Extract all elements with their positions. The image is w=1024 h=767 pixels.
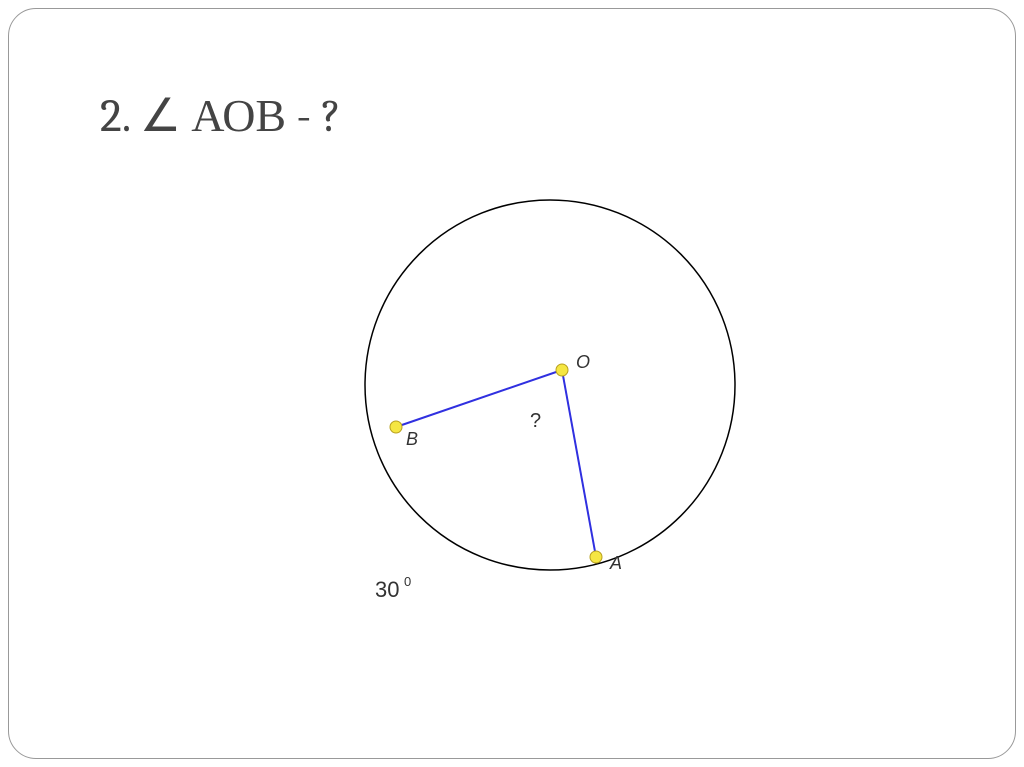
diagram-label-1: 30 [375, 577, 399, 602]
segment-OA [562, 370, 596, 557]
point-A [590, 551, 602, 563]
point-label-A: A [609, 553, 622, 573]
diagram-label-2: 0 [404, 574, 411, 589]
point-label-B: B [406, 429, 418, 449]
problem-title: 2. ∠ АОВ - ? [100, 88, 341, 143]
circle [365, 200, 735, 570]
point-O [556, 364, 568, 376]
point-label-O: O [576, 352, 590, 372]
point-B [390, 421, 402, 433]
diagram-label-0: ? [530, 410, 541, 432]
geometry-diagram: O B A? 30 0 [280, 165, 780, 665]
